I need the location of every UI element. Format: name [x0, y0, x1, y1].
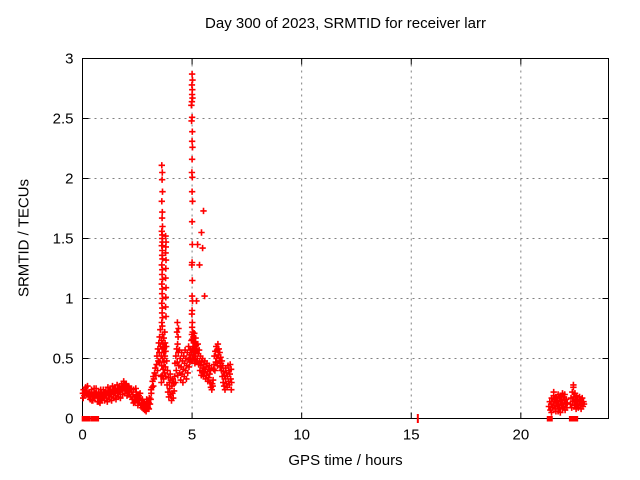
x-tick-label: 20 — [512, 427, 529, 444]
zero-value-markers — [81, 414, 579, 423]
chart-title: Day 300 of 2023, SRMTID for receiver lar… — [205, 15, 486, 32]
y-tick-label: 3 — [65, 51, 73, 68]
x-tick-label: 5 — [188, 427, 196, 444]
scatter-points — [79, 70, 588, 416]
x-tick-labels: 0 5 10 15 20 — [78, 427, 529, 444]
y-tick-labels: 0 0.5 1 1.5 2 2.5 3 — [53, 51, 74, 428]
zero-value-square — [572, 416, 579, 422]
y-tick-label: 2.5 — [53, 111, 74, 128]
grid-lines — [82, 58, 609, 419]
y-tick-label: 1.5 — [53, 231, 74, 248]
zero-value-square — [546, 416, 553, 422]
x-tick-label: 0 — [78, 427, 86, 444]
zero-value-square — [93, 416, 100, 422]
x-tick-label: 10 — [293, 427, 310, 444]
x-tick-label: 15 — [403, 427, 420, 444]
zero-value-square — [84, 416, 91, 422]
y-tick-label: 2 — [65, 171, 73, 188]
data-point-path — [79, 70, 588, 416]
zero-value-tick — [416, 414, 419, 423]
y-axis-label: SRMTID / TECUs — [15, 178, 33, 298]
y-tick-label: 0.5 — [53, 351, 74, 368]
y-tick-label: 0 — [65, 411, 73, 428]
plot-border — [82, 58, 609, 419]
zero-value-square — [568, 416, 575, 422]
y-tick-label: 1 — [65, 291, 73, 308]
grid-line-path — [82, 58, 609, 419]
x-axis-label: GPS time / hours — [288, 452, 403, 469]
